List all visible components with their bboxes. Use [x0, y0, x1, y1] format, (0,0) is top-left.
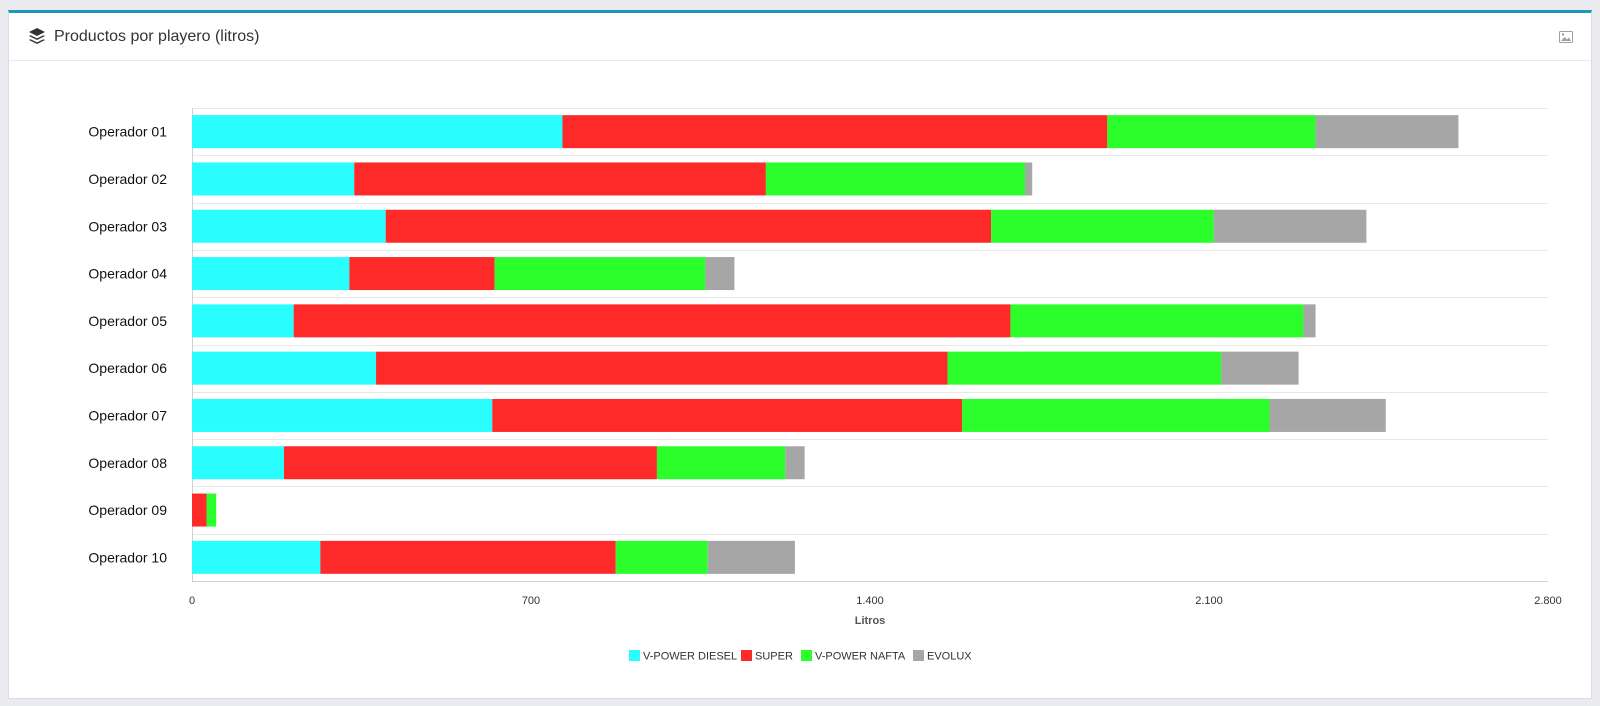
bar-segment[interactable] [192, 162, 355, 196]
legend-swatch[interactable] [801, 650, 812, 661]
bar-segment[interactable] [192, 304, 294, 338]
x-tick-label: 700 [522, 595, 540, 607]
bar-segment[interactable] [615, 540, 708, 574]
bar-segment[interactable] [765, 162, 1025, 196]
bar-segment[interactable] [962, 398, 1270, 432]
category-label: Operador 09 [88, 502, 167, 518]
bar-segment[interactable] [284, 446, 657, 480]
x-tick-label: 1.400 [856, 595, 884, 607]
category-label: Operador 08 [88, 455, 167, 471]
category-label: Operador 07 [88, 407, 167, 423]
legend-label[interactable]: V-POWER NAFTA [815, 651, 906, 663]
bar-segment[interactable] [192, 115, 563, 149]
bar-segment[interactable] [1010, 304, 1304, 338]
category-label: Operador 03 [88, 218, 167, 234]
category-label: Operador 01 [88, 124, 167, 140]
bar-segment[interactable] [492, 398, 963, 432]
panel-title: Productos por playero (litros) [54, 28, 260, 45]
x-axis-title: Litros [855, 615, 886, 627]
bar-segment[interactable] [206, 493, 217, 527]
bar-segment[interactable] [1213, 209, 1367, 243]
legend-label[interactable]: V-POWER DIESEL [643, 651, 737, 663]
x-tick-label: 2.100 [1195, 595, 1223, 607]
legend-swatch[interactable] [913, 650, 924, 661]
legend-label[interactable]: SUPER [755, 651, 793, 663]
bar-segment[interactable] [192, 209, 386, 243]
legend-swatch[interactable] [629, 650, 640, 661]
bar-segment[interactable] [1221, 351, 1299, 385]
bar-segment[interactable] [385, 209, 992, 243]
bar-segment[interactable] [562, 115, 1108, 149]
legend-swatch[interactable] [741, 650, 752, 661]
bar-segment[interactable] [1303, 304, 1316, 338]
category-label: Operador 02 [88, 171, 167, 187]
bar-segment[interactable] [192, 351, 377, 385]
image-icon[interactable] [1559, 31, 1573, 43]
bar-segment[interactable] [349, 257, 495, 291]
layers-icon [29, 28, 45, 44]
bar-segment[interactable] [1024, 162, 1033, 196]
category-label: Operador 04 [88, 266, 167, 282]
bar-segment[interactable] [293, 304, 1011, 338]
category-label: Operador 05 [88, 313, 167, 329]
x-tick-label: 0 [189, 595, 195, 607]
bar-segment[interactable] [705, 257, 735, 291]
legend-label[interactable]: EVOLUX [927, 651, 972, 663]
bar-segment[interactable] [991, 209, 1214, 243]
bar-segment[interactable] [1107, 115, 1316, 149]
bar-segment[interactable] [656, 446, 786, 480]
card-header: Productos por playero (litros) [9, 13, 1591, 61]
bar-segment[interactable] [947, 351, 1222, 385]
bar-segment[interactable] [785, 446, 805, 480]
bar-segment[interactable] [494, 257, 706, 291]
bar-segment[interactable] [376, 351, 948, 385]
bar-segment[interactable] [1269, 398, 1386, 432]
bar-segment[interactable] [192, 540, 321, 574]
x-tick-label: 2.800 [1534, 595, 1562, 607]
bar-segment[interactable] [1315, 115, 1459, 149]
bar-segment[interactable] [192, 257, 350, 291]
bar-segment[interactable] [192, 493, 207, 527]
bar-segment[interactable] [320, 540, 616, 574]
bar-segment[interactable] [707, 540, 795, 574]
category-label: Operador 06 [88, 360, 167, 376]
bar-segment[interactable] [192, 398, 493, 432]
bar-segment[interactable] [354, 162, 766, 196]
bar-segment[interactable] [192, 446, 285, 480]
category-label: Operador 10 [88, 549, 167, 565]
